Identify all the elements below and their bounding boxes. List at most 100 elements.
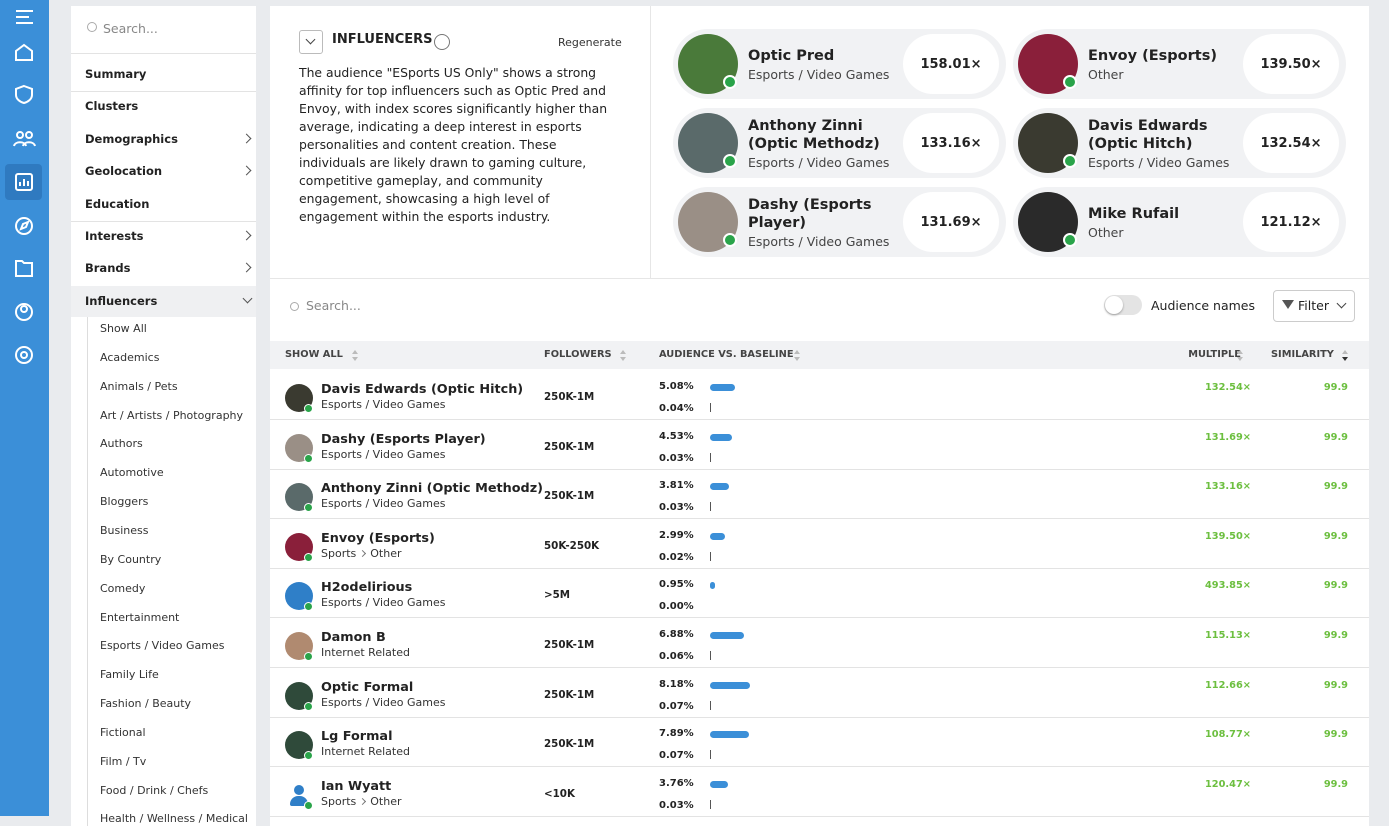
nav-item[interactable]: Geolocation	[85, 164, 162, 178]
nav-item[interactable]: Education	[85, 197, 149, 211]
row-followers: 250K-1M	[544, 689, 594, 701]
filter-label: Filter	[1298, 298, 1329, 313]
row-multiple: 132.54×	[1205, 382, 1251, 393]
collapse-button[interactable]	[299, 30, 323, 54]
card-name-text: Mike Rufail	[1088, 205, 1238, 223]
sub-item[interactable]: Business	[100, 524, 149, 537]
sub-item[interactable]: Show All	[100, 322, 147, 335]
avatar-badge	[304, 503, 313, 512]
sub-item[interactable]: Film / Tv	[100, 755, 146, 768]
toggle[interactable]	[1104, 295, 1142, 315]
column-header[interactable]: SHOW ALL	[285, 349, 343, 360]
table-search[interactable]: Search...	[306, 298, 361, 313]
audience-bar	[710, 533, 725, 540]
row-category: Esports / Video Games	[321, 398, 445, 411]
card-name-text: Dashy (Esports Player)	[748, 196, 898, 232]
sub-item[interactable]: Health / Wellness / Medical	[100, 812, 248, 825]
card-category: Esports / Video Games	[1088, 155, 1238, 170]
row-name: Damon B	[321, 630, 386, 645]
avatar-badge	[304, 602, 313, 611]
column-header[interactable]: FOLLOWERS	[544, 349, 612, 360]
influencer-card: Dashy (Esports Player)Esports / Video Ga…	[673, 187, 1006, 257]
sub-item[interactable]: Entertainment	[100, 611, 179, 624]
row-followers: 250K-1M	[544, 441, 594, 453]
audience-bar	[710, 632, 744, 639]
baseline-pct: 0.00%	[659, 601, 694, 612]
card-multiple: 121.12×	[1243, 192, 1339, 252]
summary-action[interactable]: Regenerate	[558, 36, 622, 49]
sort-arrow	[352, 350, 358, 354]
audience-bar	[710, 582, 715, 589]
sub-item[interactable]: Bloggers	[100, 495, 148, 508]
row-multiple: 139.50×	[1205, 531, 1251, 542]
sub-item[interactable]: Food / Drink / Chefs	[100, 784, 208, 797]
column-header[interactable]: AUDIENCE VS. BASELINE	[659, 349, 794, 360]
card-name-text: Optic Pred	[748, 47, 898, 65]
sub-item[interactable]: Automotive	[100, 466, 164, 479]
avatar-badge	[1063, 233, 1077, 247]
table-row[interactable]: Anthony Zinni (Optic Methodz)Esports / V…	[270, 469, 1369, 519]
baseline-pct: 0.02%	[659, 552, 694, 563]
sort-arrow	[1237, 350, 1243, 354]
sub-item[interactable]: Family Life	[100, 668, 159, 681]
sub-item[interactable]: Fictional	[100, 726, 146, 739]
row-similarity: 99.9	[1324, 680, 1348, 691]
baseline-pct: 0.07%	[659, 701, 694, 712]
column-header[interactable]: MULTIPLE	[1188, 349, 1241, 360]
avatar-badge	[304, 553, 313, 562]
column-header[interactable]: SIMILARITY	[1271, 349, 1334, 360]
table-row[interactable]: Davis Edwards (Optic Hitch)Esports / Vid…	[270, 370, 1369, 420]
sub-item[interactable]: By Country	[100, 553, 161, 566]
nav-item[interactable]: Summary	[85, 67, 146, 81]
row-multiple: 131.69×	[1205, 432, 1251, 443]
row-multiple: 493.85×	[1205, 580, 1251, 591]
row-category: Esports / Video Games	[321, 696, 445, 709]
row-multiple: 115.13×	[1205, 630, 1251, 641]
nav-item[interactable]: Clusters	[85, 99, 138, 113]
sub-item[interactable]: Academics	[100, 351, 159, 364]
sub-item[interactable]: Authors	[100, 437, 143, 450]
audience-pct: 3.81%	[659, 480, 694, 491]
rail-icons	[0, 0, 49, 816]
sub-item[interactable]: Comedy	[100, 582, 145, 595]
nav-item[interactable]: Influencers	[85, 294, 157, 308]
table-search-icon	[290, 302, 299, 311]
audience-pct: 7.89%	[659, 728, 694, 739]
avatar-badge	[304, 702, 313, 711]
row-name: Davis Edwards (Optic Hitch)	[321, 382, 523, 397]
category-part: Internet Related	[321, 646, 410, 659]
nav-item[interactable]: Interests	[85, 229, 143, 243]
table-row[interactable]: Dashy (Esports Player)Esports / Video Ga…	[270, 420, 1369, 470]
chevron	[1337, 299, 1347, 309]
search-icon	[87, 22, 97, 32]
sub-item[interactable]: Art / Artists / Photography	[100, 409, 243, 422]
baseline-pct: 0.03%	[659, 800, 694, 811]
nav-item[interactable]: Brands	[85, 261, 130, 275]
filter-button[interactable]: Filter	[1273, 290, 1355, 322]
category-part: Esports / Video Games	[321, 448, 445, 461]
row-similarity: 99.9	[1324, 382, 1348, 393]
row-name: Anthony Zinni (Optic Methodz)	[321, 481, 543, 496]
sub-item[interactable]: Fashion / Beauty	[100, 697, 191, 710]
row-similarity: 99.9	[1324, 630, 1348, 641]
row-followers: 250K-1M	[544, 490, 594, 502]
avatar-badge	[723, 75, 737, 89]
row-category: Esports / Video Games	[321, 448, 445, 461]
nav-item[interactable]: Demographics	[85, 132, 178, 146]
audience-bar	[710, 781, 728, 788]
baseline-pct: 0.03%	[659, 453, 694, 464]
sub-item[interactable]: Esports / Video Games	[100, 639, 224, 652]
card-category: Other	[1088, 67, 1238, 82]
sub-item[interactable]: Animals / Pets	[100, 380, 178, 393]
chevron	[306, 35, 316, 45]
